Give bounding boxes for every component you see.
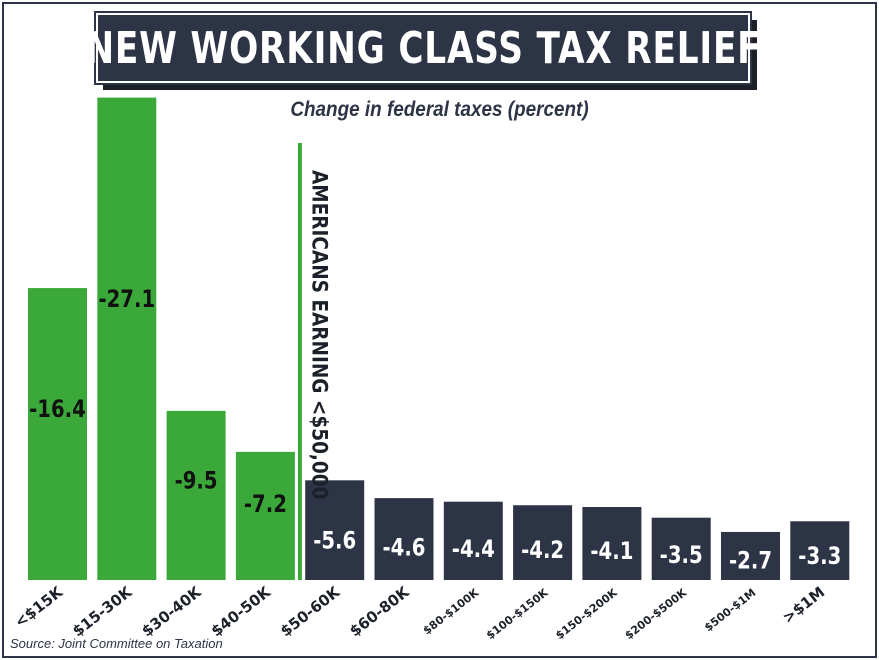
bar-value-label: -4.1 [590,538,633,565]
bar-value-label: -2.7 [729,548,772,575]
bar-5 [305,480,365,580]
x-tick-label: $200-$500K [622,586,689,642]
group-annotation: AMERICANS EARNING <$50,000 [307,170,331,499]
bar-10 [651,517,711,580]
chart-subtitle: Change in federal taxes (percent) [290,98,589,121]
x-tick-label: $80-$100K [421,586,482,638]
bar-value-label: -5.6 [313,528,356,555]
bar-value-label: -4.6 [382,535,425,562]
bar-value-label: -9.5 [175,468,218,495]
bar-11 [721,531,780,580]
x-tick-label: $30-40K [138,582,205,640]
bar-value-label: -4.4 [452,536,495,563]
bar-3 [166,410,226,580]
bar-value-label: -3.3 [798,543,841,570]
bar-6 [374,498,434,580]
bar-8 [513,505,573,580]
x-tick-label: $60-80K [346,582,413,640]
x-tick-label: >$1M [779,583,828,627]
bar-7 [443,501,503,580]
bar-9 [582,507,642,580]
x-tick-label: $150-$200K [553,586,620,642]
x-tick-label: $50-60K [277,582,344,640]
bar-value-label: -4.2 [521,537,564,564]
bar-value-label: -16.4 [29,396,86,423]
title-banner: NEW WORKING CLASS TAX RELIEF [85,13,760,83]
source-note: Source: Joint Committee on Taxation [10,636,223,651]
bar-value-label: -27.1 [98,286,155,313]
bar-1 [28,288,87,580]
bar-value-label: -7.2 [244,491,287,518]
x-tick-label: <$15K [11,582,67,631]
chart-title: NEW WORKING CLASS TAX RELIEF [84,22,762,74]
bar-2 [97,97,157,581]
x-tick-label: $40-50K [208,582,275,640]
bar-4 [235,451,295,580]
group-divider-line [297,143,302,580]
x-tick-label: $15-30K [69,582,136,640]
x-tick-label: $500-$1M [702,586,758,634]
bar-value-label: -3.5 [660,542,703,569]
x-tick-label: $100-$150K [484,586,551,642]
bar-12 [790,521,850,580]
